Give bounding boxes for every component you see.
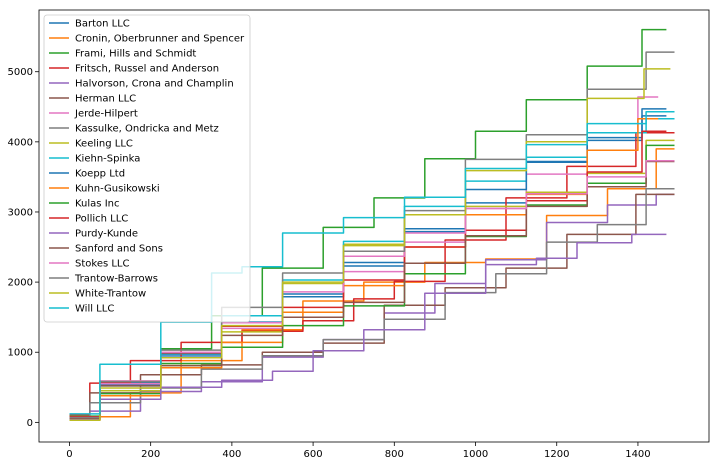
series-line-4 bbox=[69, 131, 675, 416]
legend-label: Purdy-Kunde bbox=[75, 229, 138, 240]
legend-label: White-Trantow bbox=[75, 289, 146, 300]
legend-label: Halvorson, Crona and Champlin bbox=[75, 79, 234, 90]
y-tick-label: 0 bbox=[27, 418, 33, 429]
y-tick-label: 3000 bbox=[8, 207, 33, 218]
legend-box bbox=[43, 14, 251, 323]
y-axis-ticks: 0 1000 2000 3000 4000 5000 bbox=[8, 67, 39, 429]
series-lines bbox=[69, 28, 675, 422]
x-axis-ticks: 0 200 400 600 800 1000 1200 1400 bbox=[66, 442, 651, 460]
legend-label: Will LLC bbox=[75, 304, 114, 315]
legend-label: Trantow-Barrows bbox=[74, 274, 158, 285]
x-tick-label: 1000 bbox=[463, 449, 488, 460]
legend-label: Fritsch, Russel and Anderson bbox=[75, 64, 219, 75]
legend-label: Cronin, Oberbrunner and Spencer bbox=[75, 34, 245, 45]
x-tick-label: 800 bbox=[385, 449, 404, 460]
legend-label: Sanford and Sons bbox=[75, 244, 163, 255]
x-tick-label: 0 bbox=[66, 449, 72, 460]
x-tick-label: 1200 bbox=[544, 449, 569, 460]
plot-area-border bbox=[38, 9, 710, 443]
legend-label: Pollich LLC bbox=[75, 214, 128, 225]
y-tick-label: 2000 bbox=[8, 278, 33, 289]
series-line-6 bbox=[69, 193, 675, 419]
axes-frame bbox=[38, 9, 710, 443]
x-tick-label: 1400 bbox=[625, 449, 650, 460]
legend-label: Koepp Ltd bbox=[75, 169, 125, 180]
legend-label: Stokes LLC bbox=[75, 259, 130, 270]
y-tick-label: 5000 bbox=[8, 67, 33, 78]
legend-label: Frami, Hills and Schmidt bbox=[75, 49, 196, 60]
legend-label: Keeling LLC bbox=[75, 139, 133, 150]
series-line-3 bbox=[69, 28, 667, 417]
x-tick-label: 600 bbox=[304, 449, 323, 460]
legend-label: Kulas Inc bbox=[75, 199, 119, 210]
y-tick-label: 1000 bbox=[8, 348, 33, 359]
legend-label: Kuhn-Gusikowski bbox=[75, 184, 160, 195]
legend-label: Herman LLC bbox=[75, 94, 136, 105]
legend-label: Kassulke, Ondricka and Metz bbox=[75, 124, 219, 135]
x-tick-label: 400 bbox=[222, 449, 241, 460]
legend-label: Jerde-Hilpert bbox=[74, 109, 138, 120]
legend-label: Kiehn-Spinka bbox=[75, 154, 140, 165]
y-tick-label: 4000 bbox=[8, 137, 33, 148]
x-tick-label: 200 bbox=[141, 449, 160, 460]
legend: Barton LLC Cronin, Oberbrunner and Spence… bbox=[43, 14, 251, 323]
series-line-15 bbox=[69, 233, 667, 420]
legend-label: Barton LLC bbox=[75, 19, 130, 30]
